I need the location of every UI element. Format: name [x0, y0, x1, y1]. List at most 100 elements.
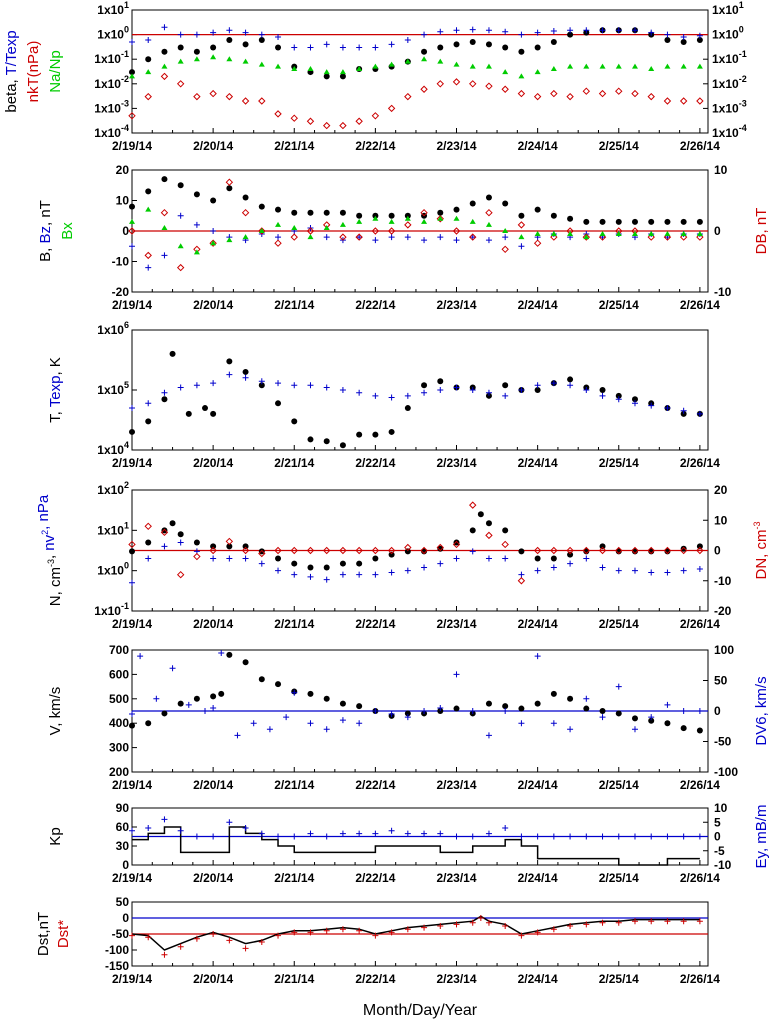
x-tick-label: 2/24/14	[518, 139, 558, 153]
y-tick-label: 1x10-1	[94, 601, 129, 618]
data-point	[258, 382, 265, 389]
data-point	[185, 410, 192, 417]
data-point	[453, 555, 460, 562]
data-point	[210, 543, 217, 550]
y-tick-label: 1x100	[97, 561, 129, 578]
data-point	[307, 573, 314, 580]
data-point	[550, 28, 557, 35]
data-point	[339, 73, 346, 80]
y-tick-label: 1x10-3	[94, 98, 129, 115]
data-point	[323, 41, 330, 48]
data-point	[275, 63, 282, 69]
data-point	[307, 44, 314, 51]
y-tick-exponent: 2	[124, 480, 129, 490]
data-point	[404, 58, 411, 64]
data-point	[291, 44, 298, 51]
data-point	[339, 442, 346, 449]
data-point	[322, 121, 331, 130]
data-point	[218, 690, 225, 697]
data-point	[242, 41, 249, 48]
data-point	[339, 221, 346, 227]
data-point	[291, 560, 298, 567]
data-point	[567, 695, 574, 702]
data-point	[582, 233, 591, 241]
data-point	[648, 231, 655, 237]
y-axis-label-3: Bx	[59, 222, 76, 240]
data-point	[161, 396, 168, 403]
x-tick-label: 2/23/14	[436, 972, 476, 986]
data-point	[177, 539, 184, 546]
data-point	[469, 833, 476, 840]
data-point	[169, 350, 176, 357]
data-point	[518, 387, 525, 393]
data-point	[404, 234, 411, 241]
data-point	[469, 501, 477, 509]
data-point	[218, 650, 225, 657]
data-point	[193, 539, 200, 546]
x-tick-label: 2/24/14	[518, 298, 558, 312]
data-point	[567, 923, 574, 929]
y-tick-label: -100	[105, 943, 129, 957]
data-point	[696, 218, 703, 225]
data-point	[599, 218, 606, 225]
y2-tick-exponent: -2	[739, 74, 747, 84]
data-point	[129, 405, 135, 412]
data-point	[469, 200, 476, 207]
data-point	[534, 555, 541, 562]
y2-tick-label: -10	[714, 574, 732, 588]
series-beta	[129, 27, 703, 80]
series-Texp	[129, 371, 703, 417]
data-point	[533, 546, 542, 555]
y2-tick-label: -5	[714, 844, 725, 858]
data-point	[145, 400, 152, 407]
y2-tick-exponent: 1	[739, 0, 744, 10]
data-point	[144, 92, 152, 101]
data-point	[648, 29, 655, 36]
data-point	[226, 651, 233, 658]
data-point	[664, 548, 671, 555]
data-point	[599, 63, 606, 69]
data-point	[502, 703, 509, 710]
data-point	[306, 546, 315, 555]
data-point	[582, 546, 591, 555]
y2-tick-label: 0	[714, 544, 721, 558]
y-axis-label-2: DB, nT	[753, 208, 770, 255]
data-point	[485, 830, 492, 837]
data-point	[258, 61, 265, 67]
x-tick-label: 2/26/14	[680, 778, 720, 792]
x-tick-label: 2/22/14	[355, 456, 395, 470]
x-tick-label: 2/22/14	[355, 298, 395, 312]
data-point	[242, 58, 249, 64]
data-point	[420, 546, 428, 555]
x-tick-label: 2/25/14	[599, 139, 639, 153]
data-point	[518, 243, 525, 250]
data-point	[648, 569, 655, 576]
data-point	[502, 28, 509, 35]
data-point	[404, 543, 412, 552]
data-point	[176, 80, 185, 88]
data-point	[437, 387, 444, 393]
data-point	[193, 48, 200, 55]
data-point	[477, 915, 484, 921]
data-point	[502, 527, 509, 534]
x-tick-label: 2/20/14	[193, 972, 233, 986]
data-point	[356, 389, 363, 396]
series-Na/Np	[129, 54, 703, 79]
y-tick-label: 600	[109, 667, 129, 681]
data-point	[323, 576, 330, 583]
data-point	[128, 112, 136, 120]
data-point	[128, 540, 136, 549]
y-tick-label: 400	[109, 716, 129, 730]
data-point	[453, 27, 460, 34]
data-point	[145, 37, 152, 44]
data-point	[550, 380, 557, 387]
data-point	[307, 234, 314, 240]
data-point	[291, 224, 298, 230]
data-point	[485, 555, 492, 562]
data-point	[680, 833, 687, 840]
series-nv2	[129, 539, 703, 586]
data-point	[502, 708, 509, 714]
data-point	[202, 708, 209, 714]
data-point	[323, 695, 330, 702]
